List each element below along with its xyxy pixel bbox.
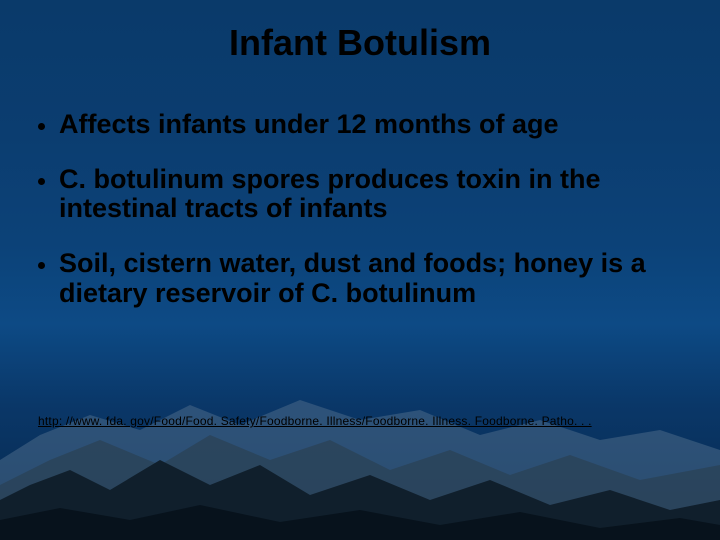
source-link[interactable]: http: //www. fda. gov/Food/Food. Safety/… xyxy=(38,414,592,428)
bullet-item: C. botulinum spores produces toxin in th… xyxy=(38,165,690,223)
bullet-item: Soil, cistern water, dust and foods; hon… xyxy=(38,249,690,307)
bullet-dot-icon xyxy=(38,123,45,130)
slide-container: Infant Botulism Affects infants under 12… xyxy=(0,0,720,540)
bullet-text: Affects infants under 12 months of age xyxy=(59,110,559,139)
bullet-list: Affects infants under 12 months of age C… xyxy=(38,110,690,334)
bullet-text: Soil, cistern water, dust and foods; hon… xyxy=(59,249,690,307)
bullet-item: Affects infants under 12 months of age xyxy=(38,110,690,139)
background-mountains xyxy=(0,340,720,540)
bullet-dot-icon xyxy=(38,262,45,269)
slide-title: Infant Botulism xyxy=(0,22,720,64)
bullet-dot-icon xyxy=(38,178,45,185)
bullet-text: C. botulinum spores produces toxin in th… xyxy=(59,165,690,223)
